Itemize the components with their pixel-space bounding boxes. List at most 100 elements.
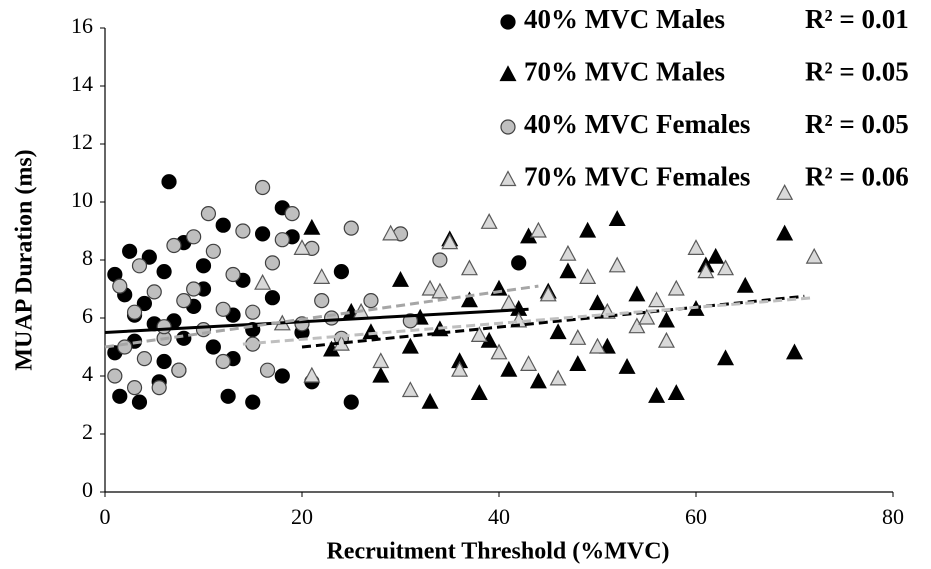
point	[588, 294, 607, 311]
y-tick-label: 10	[71, 187, 93, 212]
point	[264, 290, 281, 306]
point	[441, 233, 459, 250]
point	[343, 220, 359, 236]
point	[421, 392, 439, 409]
point	[112, 388, 128, 404]
x-tick-label: 40	[488, 504, 510, 529]
point	[776, 184, 794, 200]
legend-r2: R² = 0.06	[805, 162, 909, 192]
point	[628, 285, 646, 302]
point	[657, 331, 675, 348]
point	[432, 252, 448, 268]
point	[215, 217, 231, 233]
point	[805, 247, 823, 264]
point	[186, 281, 202, 297]
point	[736, 276, 754, 293]
point	[391, 271, 410, 287]
point	[151, 380, 167, 396]
point	[569, 329, 587, 345]
y-tick-label: 6	[82, 303, 93, 328]
point	[136, 295, 152, 312]
legend-r2: R² = 0.05	[805, 109, 909, 139]
point	[122, 243, 138, 259]
point	[608, 256, 626, 273]
point	[343, 394, 359, 410]
point	[225, 266, 241, 283]
point	[638, 308, 656, 325]
point	[136, 351, 152, 367]
point	[313, 268, 331, 284]
point	[200, 206, 217, 222]
point	[421, 279, 439, 296]
point	[274, 368, 290, 384]
point	[569, 355, 587, 371]
point	[264, 255, 281, 271]
trendline	[104, 284, 539, 349]
point	[588, 337, 607, 354]
point	[176, 293, 192, 309]
point	[785, 343, 804, 360]
y-tick-label: 16	[71, 13, 93, 38]
point	[166, 237, 182, 254]
point	[707, 247, 725, 264]
y-tick-label: 4	[82, 361, 93, 386]
point	[460, 291, 478, 308]
point	[608, 210, 626, 226]
point	[529, 221, 547, 238]
point	[107, 368, 123, 384]
point	[667, 384, 685, 400]
point	[215, 301, 231, 317]
x-axis-label: Recruitment Threshold (%MVC)	[326, 539, 669, 565]
point	[245, 394, 261, 410]
point	[559, 244, 577, 261]
point	[717, 349, 735, 366]
point	[176, 330, 192, 346]
point	[126, 380, 143, 396]
point	[255, 226, 271, 242]
point	[382, 224, 400, 241]
point	[293, 239, 311, 255]
point	[460, 259, 478, 276]
point	[131, 258, 148, 274]
point	[431, 282, 449, 299]
point	[186, 229, 202, 245]
point	[549, 323, 567, 340]
point	[303, 218, 321, 235]
x-tick-label: 60	[685, 504, 707, 529]
point	[215, 353, 231, 370]
legend-r2: R² = 0.05	[805, 57, 909, 87]
point	[141, 249, 157, 265]
point	[255, 179, 271, 196]
y-tick-label: 12	[71, 129, 93, 154]
legend-label: 40% MVC Males	[524, 4, 725, 34]
point	[195, 258, 212, 274]
point	[648, 291, 666, 308]
x-tick-label: 20	[291, 504, 313, 529]
point	[161, 174, 177, 190]
x-tick-label: 0	[100, 504, 111, 529]
point	[539, 285, 557, 302]
point	[667, 279, 685, 296]
point	[520, 355, 538, 371]
point	[500, 294, 518, 311]
point	[112, 278, 128, 294]
y-tick-label: 2	[82, 419, 93, 444]
point	[559, 262, 577, 279]
point	[470, 326, 488, 342]
point	[171, 362, 187, 378]
point	[254, 273, 272, 290]
y-axis-label: MUAP Duration (ms)	[12, 149, 38, 370]
point	[333, 264, 349, 280]
point	[529, 372, 547, 389]
point	[131, 394, 148, 410]
point	[648, 387, 666, 403]
legend-marker	[500, 14, 516, 30]
point	[323, 310, 340, 326]
point	[284, 206, 300, 222]
legend-r2: R² = 0.01	[805, 4, 909, 34]
legend-marker	[499, 65, 517, 82]
trendline	[242, 296, 815, 346]
point	[470, 384, 488, 400]
point	[274, 232, 290, 248]
